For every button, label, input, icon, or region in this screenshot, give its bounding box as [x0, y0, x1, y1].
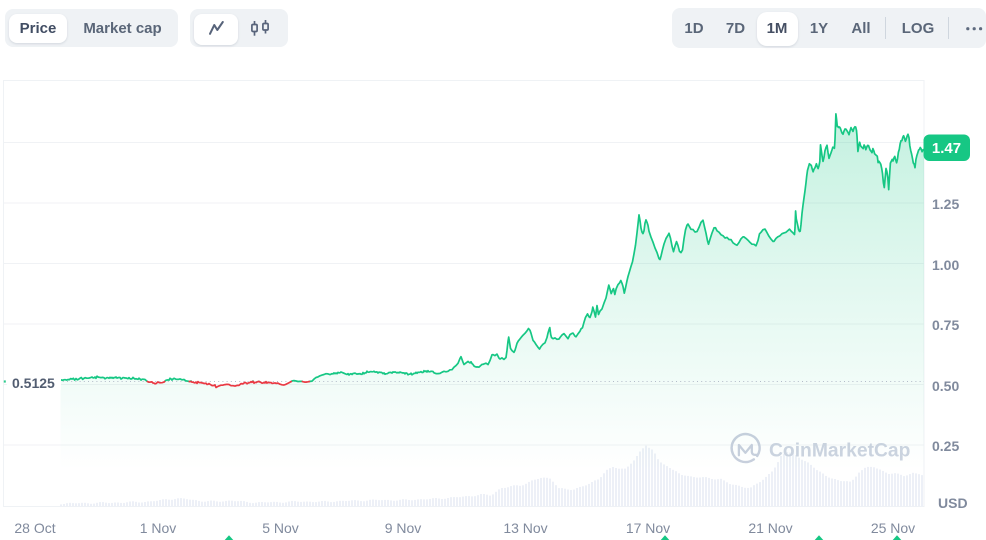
- svg-text:1.47: 1.47: [932, 140, 961, 157]
- svg-text:0.5125: 0.5125: [12, 375, 55, 391]
